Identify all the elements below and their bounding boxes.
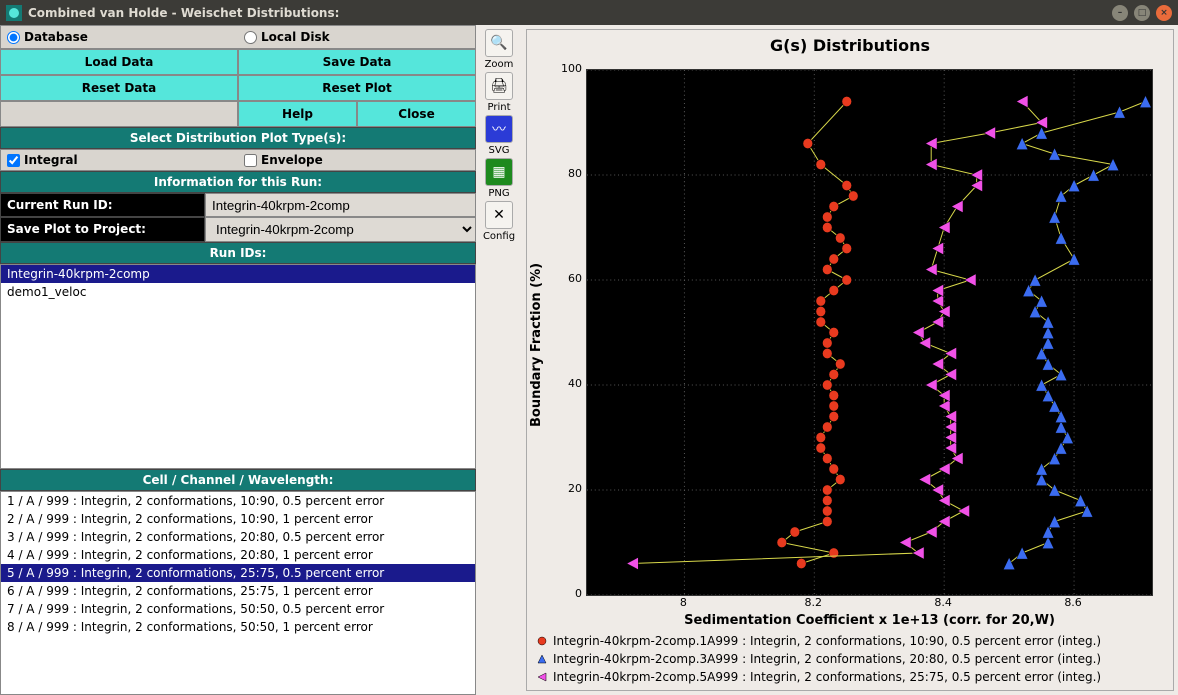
list-item[interactable]: Integrin-40krpm-2comp: [1, 265, 475, 283]
section-plottype: Select Distribution Plot Type(s):: [0, 127, 476, 149]
legend-item: Integrin-40krpm-2comp.3A999 : Integrin, …: [537, 652, 1163, 666]
current-runid-label: Current Run ID:: [0, 193, 205, 217]
print-button[interactable]: 🖨Print: [479, 72, 519, 113]
left-panel: Database Local Disk Load Data Save Data …: [0, 25, 476, 695]
ccw-list[interactable]: 1 / A / 999 : Integrin, 2 conformations,…: [0, 491, 476, 695]
list-item[interactable]: 6 / A / 999 : Integrin, 2 conformations,…: [1, 582, 475, 600]
list-item[interactable]: 1 / A / 999 : Integrin, 2 conformations,…: [1, 492, 475, 510]
save-data-button[interactable]: Save Data: [238, 49, 476, 75]
list-item[interactable]: 4 / A / 999 : Integrin, 2 conformations,…: [1, 546, 475, 564]
checkbox-envelope[interactable]: Envelope: [238, 150, 475, 170]
source-select-row: Database Local Disk: [0, 25, 476, 49]
plot-legend: Integrin-40krpm-2comp.1A999 : Integrin, …: [527, 628, 1173, 690]
runids-list[interactable]: Integrin-40krpm-2compdemo1_veloc: [0, 264, 476, 469]
load-data-button[interactable]: Load Data: [0, 49, 238, 75]
checkbox-integral[interactable]: Integral: [1, 150, 238, 170]
zoom-button[interactable]: 🔍Zoom: [479, 29, 519, 70]
zoom-icon: 🔍: [485, 29, 513, 57]
saveplot-select[interactable]: Integrin-40krpm-2comp: [205, 217, 476, 242]
help-button[interactable]: Help: [238, 101, 357, 127]
right-panel: G(s) Distributions Boundary Fraction (%)…: [522, 25, 1178, 695]
legend-item: Integrin-40krpm-2comp.1A999 : Integrin, …: [537, 634, 1163, 648]
plot-frame: G(s) Distributions Boundary Fraction (%)…: [526, 29, 1174, 691]
legend-item: Integrin-40krpm-2comp.5A999 : Integrin, …: [537, 670, 1163, 684]
radio-localdisk[interactable]: Local Disk: [238, 26, 475, 48]
x-axis-label: Sedimentation Coefficient x 1e+13 (corr.…: [586, 613, 1153, 628]
maximize-button[interactable]: □: [1134, 5, 1150, 21]
config-button[interactable]: ✕Config: [479, 201, 519, 242]
section-runids: Run IDs:: [0, 242, 476, 264]
saveplot-label: Save Plot to Project:: [0, 217, 205, 242]
plot-toolbar: 🔍Zoom 🖨Print 〰SVG ▦PNG ✕Config: [476, 25, 522, 695]
app-icon: [6, 5, 22, 21]
window-close-button[interactable]: ×: [1156, 5, 1172, 21]
reset-plot-button[interactable]: Reset Plot: [238, 75, 476, 101]
section-ccw: Cell / Channel / Wavelength:: [0, 469, 476, 491]
radio-database[interactable]: Database: [1, 26, 238, 48]
list-item[interactable]: 5 / A / 999 : Integrin, 2 conformations,…: [1, 564, 475, 582]
reset-data-button[interactable]: Reset Data: [0, 75, 238, 101]
minimize-button[interactable]: –: [1112, 5, 1128, 21]
section-runinfo: Information for this Run:: [0, 171, 476, 193]
current-runid-field[interactable]: [205, 193, 476, 217]
png-icon: ▦: [485, 158, 513, 186]
svg-button[interactable]: 〰SVG: [479, 115, 519, 156]
svg-icon: 〰: [485, 115, 513, 143]
y-axis-label: Boundary Fraction (%): [527, 61, 546, 628]
list-item[interactable]: 8 / A / 999 : Integrin, 2 conformations,…: [1, 618, 475, 636]
png-button[interactable]: ▦PNG: [479, 158, 519, 199]
list-item[interactable]: 7 / A / 999 : Integrin, 2 conformations,…: [1, 600, 475, 618]
print-icon: 🖨: [485, 72, 513, 100]
list-item[interactable]: 2 / A / 999 : Integrin, 2 conformations,…: [1, 510, 475, 528]
window-title: Combined van Holde - Weischet Distributi…: [28, 6, 339, 20]
config-icon: ✕: [485, 201, 513, 229]
plot-title: G(s) Distributions: [527, 30, 1173, 61]
plot-area[interactable]: Sedimentation Coefficient x 1e+13 (corr.…: [546, 65, 1163, 628]
list-item[interactable]: demo1_veloc: [1, 283, 475, 301]
list-item[interactable]: 3 / A / 999 : Integrin, 2 conformations,…: [1, 528, 475, 546]
titlebar: Combined van Holde - Weischet Distributi…: [0, 0, 1178, 25]
close-button[interactable]: Close: [357, 101, 476, 127]
